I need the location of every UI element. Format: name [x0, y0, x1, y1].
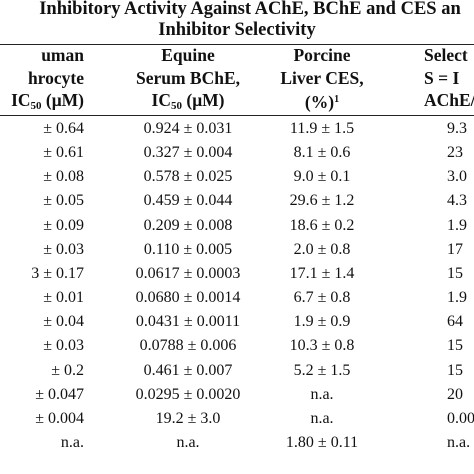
table-cell-c4: 64	[447, 313, 463, 331]
header-porcine-line2: Liver CES,	[280, 67, 364, 88]
table-cell-c4: 0.00	[447, 409, 474, 427]
header-bottom-rule	[0, 115, 474, 116]
header-human-erythrocyte: uman hrocyte IC50 (μM)	[11, 44, 84, 118]
table-cell-c3: 6.7 ± 0.8	[293, 289, 351, 307]
table-cell-c3: 11.9 ± 1.5	[289, 120, 355, 137]
table-cell-c4: 15	[447, 264, 463, 282]
table-cell-c3: 1.9 ± 0.9	[293, 313, 351, 331]
table-cell-c3: n.a.	[310, 409, 334, 427]
table-row: ± 0.004 19.2 ± 3.0 n.a. 0.00	[0, 407, 474, 431]
table-row: ± 0.03 0.110 ± 0.005 2.0 ± 0.8 17	[0, 238, 474, 262]
header-equine-line2: Serum BChE,	[135, 67, 241, 88]
table-cell-c2: 0.0680 ± 0.0014	[135, 289, 241, 307]
header-human-line1: uman	[41, 45, 84, 65]
header-equine-line3: IC50 (μM)	[151, 90, 225, 112]
table-row: ± 0.61 0.327 ± 0.004 8.1 ± 0.6 23	[0, 141, 474, 165]
header-selectivity-line2: S = I	[424, 67, 460, 88]
table-cell-c4: 3.0	[447, 168, 467, 186]
table-row: ± 0.03 0.0788 ± 0.006 10.3 ± 0.8 15	[0, 334, 474, 358]
table-cell-c1: ± 0.64	[43, 120, 84, 137]
table-cell-c3: 17.1 ± 1.4	[289, 264, 355, 282]
table-cell-c1: ± 0.61	[43, 144, 84, 162]
table-cell-c4: 1.9	[447, 289, 467, 307]
header-porcine-ces: Porcine Liver CES, (%)1	[280, 44, 363, 114]
table-cell-c3: 2.0 ± 0.8	[293, 240, 351, 258]
table-cell-c4: n.a.	[447, 433, 471, 451]
table-cell-c4: 9.3	[447, 120, 467, 137]
table-cell-c3: 8.1 ± 0.6	[293, 144, 351, 162]
header-selectivity-line1: Select	[424, 45, 468, 65]
table-row: ± 0.09 0.209 ± 0.008 18.6 ± 0.2 1.9	[0, 214, 474, 238]
table-cell-c1: ± 0.004	[35, 409, 84, 427]
table-cell-c3: 18.6 ± 0.2	[289, 216, 355, 234]
header-selectivity: Select S = I AChE/IC	[424, 44, 474, 112]
table-cell-c2: 0.461 ± 0.007	[143, 361, 233, 379]
header-human-line2: hrocyte	[27, 67, 84, 88]
table-cell-c2: 0.0431 ± 0.0011	[135, 313, 241, 331]
table-cell-c2: n.a.	[176, 433, 200, 451]
header-top-rule	[0, 44, 474, 45]
header-equine-bche: Equine Serum BChE, IC50 (μM)	[136, 44, 240, 118]
table-row: ± 0.2 0.461 ± 0.007 5.2 ± 1.5 15	[0, 359, 474, 383]
table-cell-c1: ± 0.047	[35, 385, 84, 403]
table-cell-c3: 9.0 ± 0.1	[293, 168, 351, 186]
table-row: 3 ± 0.17 0.0617 ± 0.0003 17.1 ± 1.4 15	[0, 262, 474, 286]
header-selectivity-line3: AChE/IC	[424, 90, 474, 110]
table-cell-c2: 0.0617 ± 0.0003	[135, 264, 241, 282]
table-cell-c1: ± 0.03	[43, 337, 84, 355]
table-cell-c4: 20	[447, 385, 463, 403]
table-cell-c1: ± 0.05	[43, 192, 84, 210]
table-cell-c4: 15	[447, 361, 463, 379]
table-cell-c3: n.a.	[310, 385, 334, 403]
table-row: ± 0.08 0.578 ± 0.025 9.0 ± 0.1 3.0	[0, 165, 474, 189]
header-equine-line1: Equine	[161, 45, 215, 65]
table-cell-c1: ± 0.01	[43, 289, 84, 307]
table-cell-c2: 0.327 ± 0.004	[143, 144, 233, 162]
table-cell-c2: 0.459 ± 0.044	[143, 192, 233, 210]
table-cell-c1: ± 0.04	[43, 313, 84, 331]
header-porcine-line1: Porcine	[293, 45, 351, 65]
table-subtitle: Inhibitor Selectivity	[158, 20, 316, 40]
table-row: n.a. n.a. 1.80 ± 0.11 n.a.	[0, 431, 474, 455]
table-cell-c3: 1.80 ± 0.11	[285, 433, 359, 451]
header-porcine-line3: (%)1	[304, 92, 340, 112]
table-row: ± 0.01 0.0680 ± 0.0014 6.7 ± 0.8 1.9	[0, 286, 474, 310]
table-row: ± 0.05 0.459 ± 0.044 29.6 ± 1.2 4.3	[0, 189, 474, 213]
table-cell-c2: 0.0788 ± 0.006	[139, 337, 237, 355]
table-cell-c4: 4.3	[447, 192, 467, 210]
table-cell-c1: n.a.	[60, 433, 84, 451]
table-cell-c3: 29.6 ± 1.2	[289, 192, 355, 210]
table-cell-c2: 19.2 ± 3.0	[155, 409, 221, 427]
table-cell-c1: ± 0.08	[43, 168, 84, 186]
table-row: ± 0.64 0.924 ± 0.031 11.9 ± 1.5 9.3	[0, 117, 474, 141]
table-title: Inhibitory Activity Against AChE, BChE a…	[39, 0, 461, 19]
header-human-line3: IC50 (μM)	[11, 90, 84, 112]
table-cell-c1: 3 ± 0.17	[31, 264, 84, 282]
table-cell-c4: 15	[447, 337, 463, 355]
table-row: ± 0.047 0.0295 ± 0.0020 n.a. 20	[0, 383, 474, 407]
table-cell-c4: 17	[447, 240, 463, 258]
table-row: ± 0.04 0.0431 ± 0.0011 1.9 ± 0.9 64	[0, 310, 474, 334]
table-cell-c1: ± 0.03	[43, 240, 84, 258]
table-cell-c3: 5.2 ± 1.5	[293, 361, 351, 379]
table-cell-c3: 10.3 ± 0.8	[289, 337, 355, 355]
table-cell-c4: 23	[447, 144, 463, 162]
table-cell-c2: 0.110 ± 0.005	[143, 240, 233, 258]
table-cell-c1: ± 0.2	[51, 361, 84, 379]
table-cell-c2: 0.0295 ± 0.0020	[135, 385, 241, 403]
table-cell-c2: 0.924 ± 0.031	[143, 120, 233, 137]
table-cell-c1: ± 0.09	[43, 216, 84, 234]
table-cell-c2: 0.578 ± 0.025	[143, 168, 233, 186]
table-cell-c2: 0.209 ± 0.008	[143, 216, 233, 234]
table-cell-c4: 1.9	[447, 216, 467, 234]
